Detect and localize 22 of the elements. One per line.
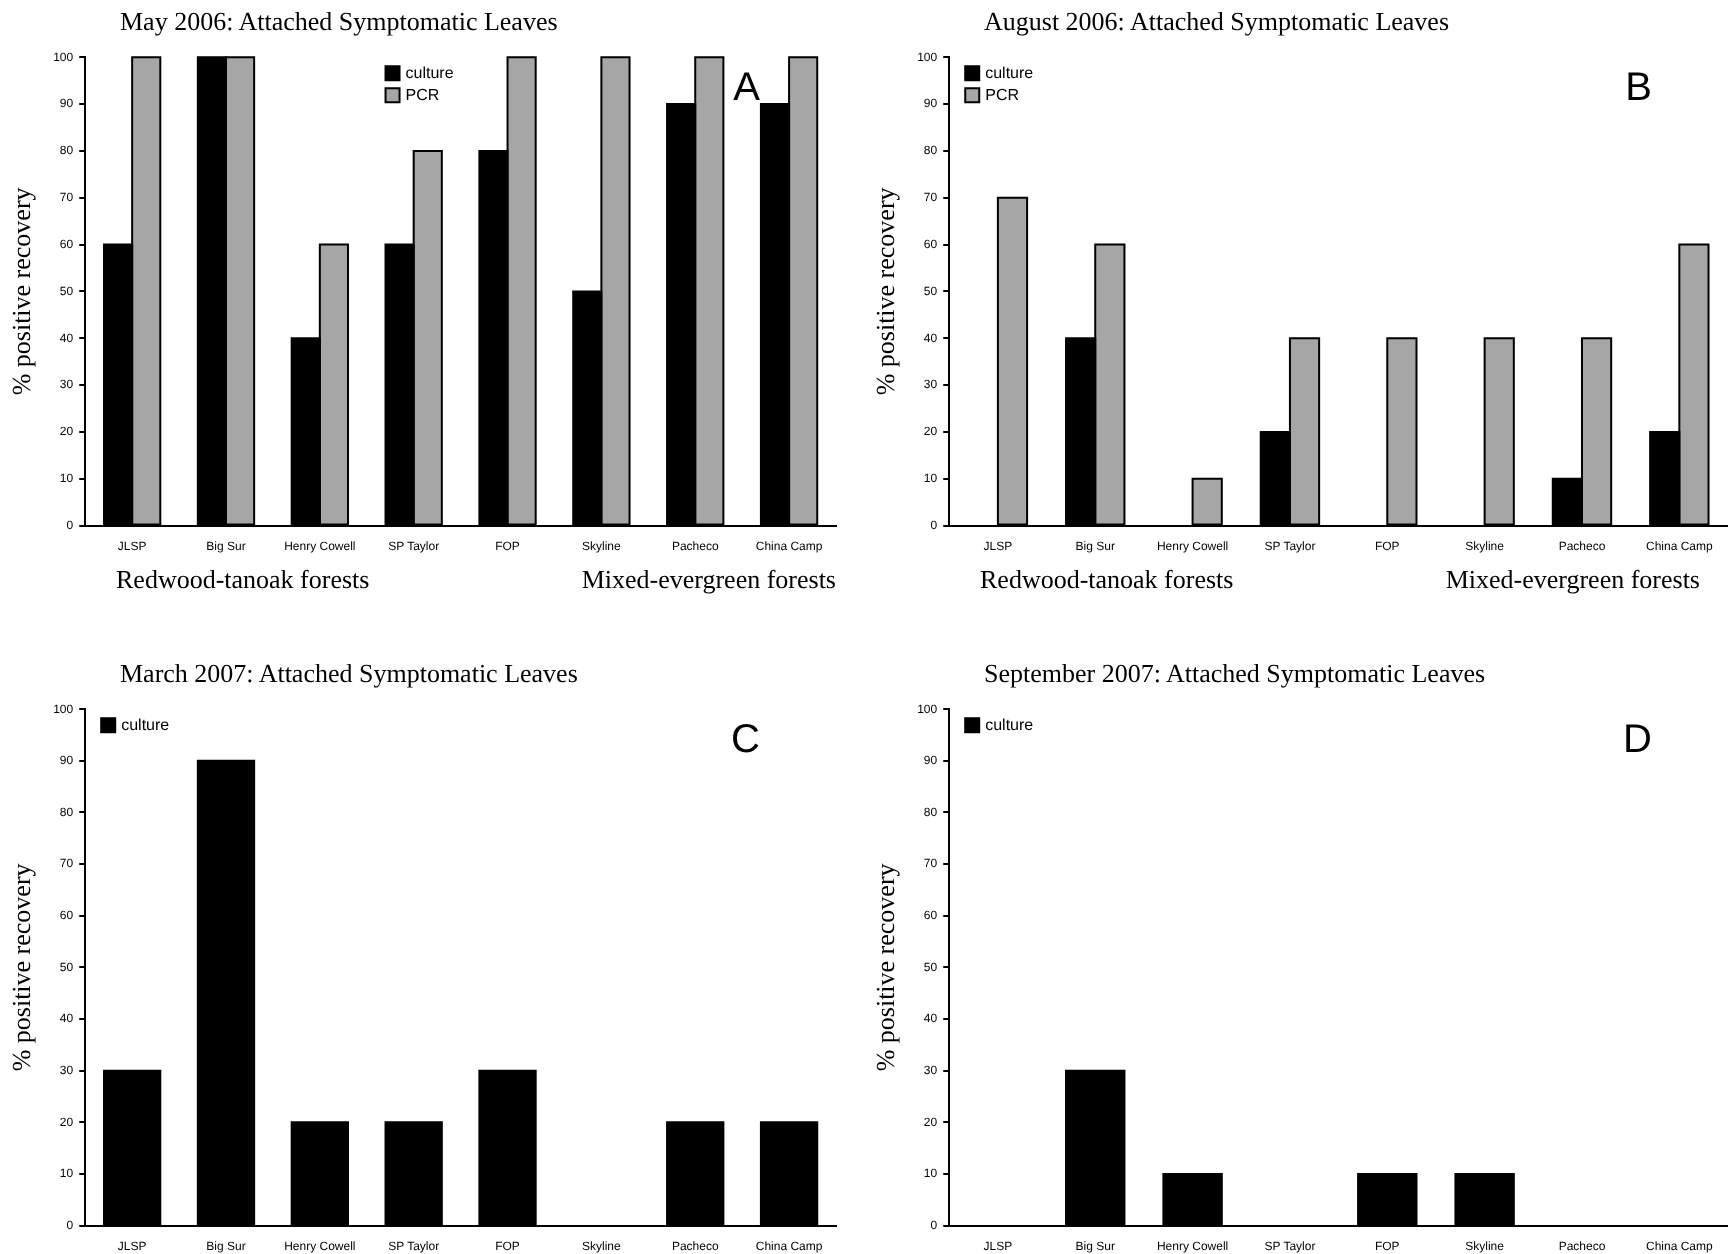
legend-label: PCR	[985, 85, 1020, 104]
legend-label: culture	[405, 63, 455, 82]
text: Mixed-evergreen forests	[581, 564, 836, 596]
annotation: B	[1625, 66, 1652, 111]
y-axis-title: % positive recovery	[870, 186, 901, 396]
y-axis-title: % positive recovery	[6, 186, 37, 396]
legend-label: culture	[121, 715, 171, 734]
text: Redwood-tanoak forests	[980, 564, 1234, 596]
text: Redwood-tanoak forests	[116, 564, 370, 596]
legend-label: culture	[985, 715, 1035, 734]
text: Mixed-evergreen forests	[1445, 564, 1700, 596]
legend-label: PCR	[405, 85, 440, 104]
annotation: A	[733, 66, 762, 111]
y-axis-title: % positive recovery	[870, 862, 901, 1072]
annotation: C	[731, 718, 760, 763]
chart-title: May 2006: Attached Symptomatic Leaves	[118, 4, 560, 40]
annotation: D	[1623, 718, 1652, 763]
chart-title: March 2007: Attached Symptomatic Leaves	[118, 656, 580, 692]
legend-label: culture	[985, 63, 1035, 82]
y-axis-title: % positive recovery	[6, 862, 37, 1072]
chart-title: September 2007: Attached Symptomatic Leaves	[982, 656, 1488, 692]
chart-title: August 2006: Attached Symptomatic Leaves	[982, 4, 1452, 40]
